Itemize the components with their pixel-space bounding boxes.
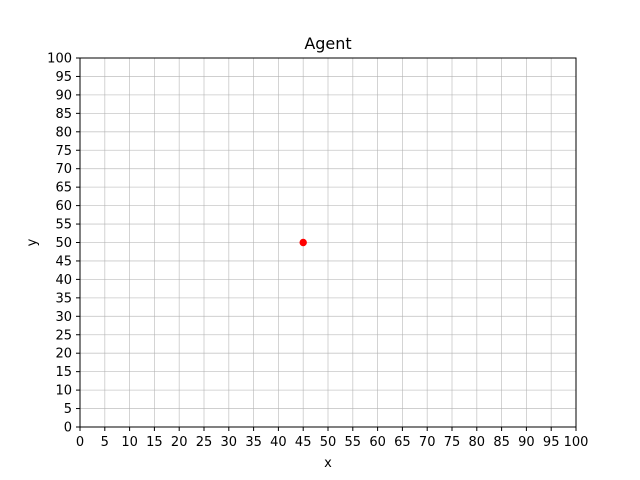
x-tick-label: 25 <box>196 435 213 450</box>
y-tick-label: 65 <box>55 181 72 196</box>
x-tick-label: 90 <box>518 435 535 450</box>
y-axis-label: y <box>25 238 40 246</box>
x-tick-label: 75 <box>444 435 461 450</box>
y-tick-label: 20 <box>55 347 72 362</box>
x-tick-label: 55 <box>345 435 362 450</box>
agent-point <box>299 238 307 247</box>
x-tick-label: 20 <box>171 435 188 450</box>
y-tick-label: 5 <box>64 402 72 417</box>
y-tick-label: 60 <box>55 199 72 214</box>
x-tick-label: 95 <box>543 435 560 450</box>
y-tick-label: 70 <box>55 162 72 177</box>
y-tick-label: 80 <box>55 125 72 140</box>
y-tick-label: 100 <box>47 52 72 67</box>
x-tick-label: 5 <box>101 435 109 450</box>
x-tick-label: 35 <box>245 435 262 450</box>
y-tick-label: 30 <box>55 310 72 325</box>
x-tick-label: 0 <box>76 435 84 450</box>
x-tick-label: 65 <box>394 435 411 450</box>
x-tick-label: 40 <box>270 435 287 450</box>
y-tick-label: 15 <box>55 365 72 380</box>
x-tick-label: 50 <box>320 435 337 450</box>
x-axis-label: x <box>324 456 332 471</box>
y-tick-label: 95 <box>55 70 72 85</box>
grid <box>79 57 577 428</box>
y-tick-label: 40 <box>55 273 72 288</box>
y-tick-label: 25 <box>55 328 72 343</box>
x-tick-label: 45 <box>295 435 312 450</box>
y-tick-label: 0 <box>64 421 72 436</box>
y-tick-label: 85 <box>55 107 72 122</box>
y-tick-label: 45 <box>55 254 72 269</box>
x-tick-label: 85 <box>493 435 510 450</box>
y-tick-label: 10 <box>55 384 72 399</box>
y-tick-label: 75 <box>55 144 72 159</box>
chart-title: Agent <box>304 34 351 53</box>
data-points <box>299 238 307 247</box>
y-tick-label: 50 <box>55 236 72 251</box>
ticks: 0 5 10 15 20 25 30 35 40 45 50 55 60 65 70 75 80 85 90 95 10… <box>47 52 588 451</box>
y-tick-label: 90 <box>55 88 72 103</box>
x-tick-label: 15 <box>146 435 163 450</box>
x-tick-label: 70 <box>419 435 436 450</box>
y-tick-label: 55 <box>55 218 72 233</box>
x-tick-label: 80 <box>469 435 486 450</box>
x-tick-label: 30 <box>221 435 238 450</box>
x-tick-label: 100 <box>564 435 589 450</box>
y-tick-label: 35 <box>55 291 72 306</box>
x-tick-label: 60 <box>369 435 386 450</box>
x-tick-label: 10 <box>121 435 138 450</box>
